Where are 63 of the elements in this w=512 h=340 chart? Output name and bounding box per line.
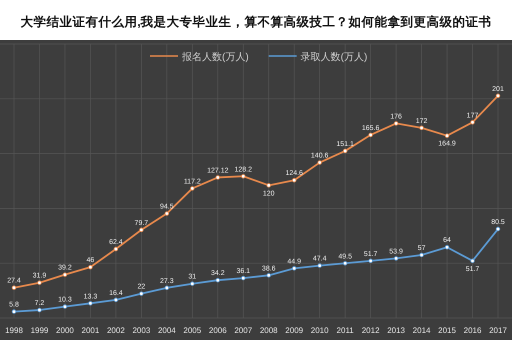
point	[496, 226, 500, 232]
point	[266, 183, 271, 188]
point	[317, 160, 322, 165]
point	[292, 266, 296, 271]
point	[241, 174, 246, 178]
point	[37, 308, 42, 312]
x-tick-label: 2004	[158, 326, 176, 335]
point	[114, 298, 118, 302]
point	[444, 133, 450, 138]
point	[62, 272, 68, 277]
point	[190, 282, 195, 286]
x-tick-label: 2008	[260, 326, 278, 335]
point	[496, 94, 500, 98]
point	[470, 120, 475, 125]
point	[62, 304, 68, 309]
point	[444, 245, 450, 250]
point	[368, 132, 373, 138]
x-tick-label: 2002	[106, 326, 126, 335]
x-tick-label: 2001	[82, 326, 100, 335]
point	[164, 211, 170, 216]
x-tick-label: 2007	[234, 326, 253, 335]
point	[394, 256, 398, 261]
point	[139, 228, 144, 232]
point	[216, 278, 220, 282]
point	[368, 258, 373, 264]
point	[419, 126, 424, 130]
point	[342, 261, 348, 266]
point	[164, 286, 170, 290]
x-tick-label: 2011	[336, 326, 354, 335]
point	[342, 148, 348, 154]
point	[37, 280, 42, 285]
point	[394, 121, 398, 126]
point	[139, 291, 144, 296]
point	[470, 258, 475, 264]
x-tick-label: 2005	[183, 326, 202, 335]
x-tick-label: 2006	[208, 326, 228, 335]
x-tick-label: 2015	[438, 326, 456, 335]
point	[114, 246, 118, 252]
point	[12, 286, 16, 290]
x-tick-label: 2000	[56, 326, 74, 335]
x-tick-label: 1999	[30, 326, 49, 335]
x-tick-label: 2010	[310, 326, 330, 335]
point	[190, 186, 195, 191]
x-tick-label: 2012	[362, 326, 380, 335]
point	[88, 301, 93, 306]
point	[216, 175, 220, 180]
x-tick-label: 2016	[464, 326, 482, 335]
point	[88, 264, 93, 270]
x-tick-label: 2013	[387, 326, 406, 335]
x-tick-label: 2017	[489, 326, 508, 335]
x-tick-label: 2003	[132, 326, 151, 335]
point	[241, 276, 246, 280]
point	[12, 309, 16, 314]
chart-title: 大学结业证有什么用,我是大专毕业生，算不算高级技工？如何能拿到更高级的证书	[20, 14, 492, 29]
point	[292, 178, 296, 182]
point	[317, 263, 322, 268]
legend-label: 录取人数(万人)	[300, 52, 368, 63]
x-tick-label: 2009	[285, 326, 304, 335]
point	[266, 273, 271, 278]
x-tick-label: 1998	[5, 326, 24, 335]
legend-label: 报名人数(万人)	[181, 51, 249, 63]
point	[419, 252, 424, 258]
x-tick-label: 2014	[412, 326, 432, 335]
